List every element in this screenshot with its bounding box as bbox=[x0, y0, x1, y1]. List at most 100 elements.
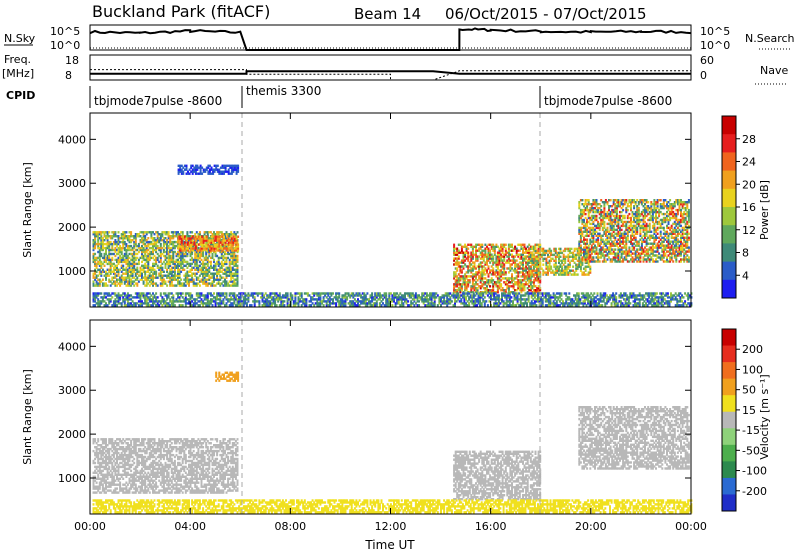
echo-cell bbox=[237, 243, 240, 246]
echo-cell bbox=[584, 216, 587, 220]
echo-cell bbox=[636, 240, 639, 243]
echo-cell bbox=[203, 256, 206, 260]
echo-cell bbox=[161, 231, 164, 234]
echo-cell bbox=[523, 285, 526, 288]
echo-cell bbox=[182, 237, 185, 240]
echo-cell bbox=[166, 239, 169, 242]
echo-cell bbox=[101, 262, 104, 266]
echo-cell bbox=[628, 250, 631, 253]
echo-cell bbox=[194, 237, 197, 240]
echo-cell bbox=[230, 166, 233, 169]
echo-cell bbox=[185, 166, 188, 169]
echo-cell bbox=[142, 302, 145, 305]
echo-cell bbox=[578, 254, 581, 257]
echo-cell bbox=[105, 276, 107, 279]
echo-cell bbox=[586, 230, 589, 233]
echo-cell bbox=[122, 244, 125, 248]
echo-cell bbox=[600, 210, 603, 214]
echo-cell bbox=[626, 260, 629, 263]
echo-cell bbox=[600, 220, 603, 224]
echo-cell bbox=[139, 274, 142, 277]
echo-cell bbox=[669, 256, 672, 259]
echo-cell bbox=[109, 260, 112, 264]
echo-cell bbox=[644, 216, 646, 220]
echo-cell bbox=[489, 253, 492, 256]
echo-cell bbox=[673, 246, 676, 249]
echo-cell bbox=[686, 250, 689, 253]
echo-cell bbox=[197, 266, 200, 269]
echo-cell bbox=[619, 230, 621, 233]
echo-cell bbox=[686, 206, 689, 210]
echo-cell bbox=[205, 168, 208, 171]
echo-cell bbox=[128, 240, 131, 244]
echo-cell bbox=[159, 233, 162, 236]
echo-cell bbox=[145, 300, 148, 303]
echo-cell bbox=[675, 228, 678, 232]
echo-cell bbox=[672, 248, 675, 251]
echo-cell bbox=[119, 260, 122, 264]
echo-cell bbox=[219, 235, 222, 238]
echo-cell bbox=[116, 264, 118, 267]
echo-cell bbox=[173, 272, 176, 275]
echo-cell bbox=[673, 232, 676, 235]
echo-cell bbox=[633, 258, 636, 261]
echo-cell bbox=[186, 274, 189, 277]
echo-cell bbox=[609, 258, 612, 261]
echo-cell bbox=[92, 246, 95, 250]
echo-cell bbox=[230, 170, 233, 173]
echo-cell bbox=[531, 247, 534, 251]
echo-cell bbox=[532, 259, 535, 262]
echo-cell bbox=[531, 275, 534, 278]
echo-cell bbox=[175, 264, 178, 267]
echo-cell bbox=[201, 241, 204, 244]
echo-cell bbox=[100, 272, 103, 275]
echo-cell bbox=[645, 242, 648, 245]
echo-cell bbox=[137, 304, 140, 307]
echo-cell bbox=[131, 272, 134, 275]
echo-cell bbox=[667, 260, 670, 263]
echo-cell bbox=[681, 203, 684, 206]
echo-cell bbox=[583, 203, 585, 206]
echo-cell bbox=[645, 210, 648, 214]
echo-cell bbox=[609, 252, 612, 255]
echo-cell bbox=[515, 247, 518, 250]
echo-cell bbox=[659, 205, 662, 208]
echo-cell bbox=[584, 212, 587, 216]
echo-cell bbox=[196, 235, 199, 238]
echo-cell bbox=[126, 284, 129, 287]
echo-cell bbox=[169, 300, 172, 303]
echo-cell bbox=[523, 287, 526, 290]
echo-cell bbox=[583, 236, 585, 239]
echo-cell bbox=[183, 260, 186, 264]
echo-cell bbox=[496, 277, 499, 280]
echo-cell bbox=[234, 237, 236, 240]
echo-cell bbox=[600, 214, 603, 218]
echo-cell bbox=[214, 278, 217, 281]
echo-cell bbox=[556, 255, 559, 258]
echo-cell bbox=[114, 264, 117, 267]
echo-cell bbox=[181, 260, 184, 264]
echo-cell bbox=[576, 265, 579, 268]
echo-cell bbox=[478, 247, 481, 250]
echo-cell bbox=[106, 240, 109, 244]
echo-cell bbox=[492, 261, 495, 264]
echo-cell bbox=[205, 237, 208, 240]
echo-cell bbox=[167, 296, 170, 299]
echo-cell bbox=[609, 244, 612, 247]
echo-cell bbox=[227, 256, 230, 260]
echo-cell bbox=[167, 276, 170, 279]
echo-cell bbox=[673, 236, 676, 239]
echo-cell bbox=[579, 228, 582, 232]
echo-cell bbox=[475, 243, 477, 246]
echo-cell bbox=[213, 243, 216, 246]
echo-cell bbox=[94, 258, 97, 262]
echo-cell bbox=[636, 254, 639, 257]
echo-cell bbox=[220, 254, 223, 258]
echo-cell bbox=[534, 255, 537, 258]
echo-cell bbox=[606, 228, 609, 232]
echo-cell bbox=[178, 252, 181, 256]
echo-cell bbox=[206, 264, 209, 267]
echo-cell bbox=[584, 228, 587, 232]
echo-cell bbox=[539, 263, 542, 266]
echo-cell bbox=[230, 247, 233, 250]
